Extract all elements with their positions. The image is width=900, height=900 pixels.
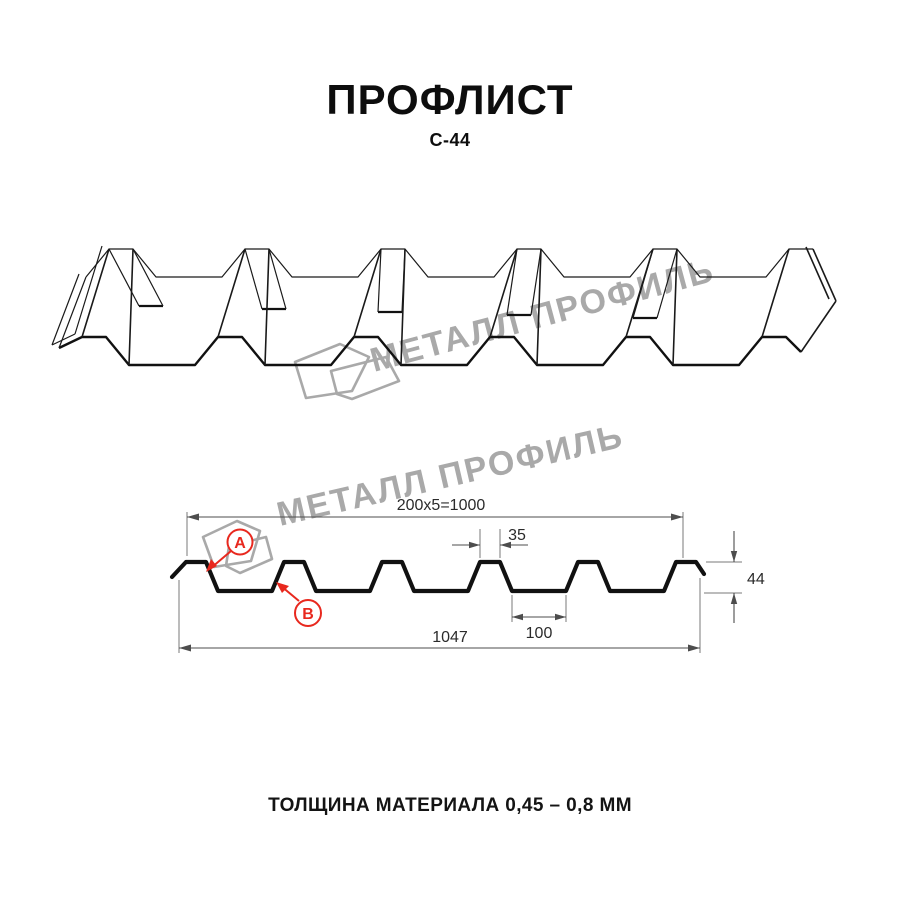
- callout-b-label: В: [302, 606, 314, 623]
- company-logo-icon: [293, 342, 401, 401]
- dimension-coverage-width: 200x5=1000: [186, 497, 684, 558]
- callout-a-label: А: [234, 535, 246, 552]
- callout-b: В: [276, 582, 322, 627]
- rib-top-width-value: 35: [508, 527, 526, 544]
- right-flank-fold-lines: [128, 248, 678, 366]
- thickness-note: ТОЛЩИНА МАТЕРИАЛА 0,45 – 0,8 ММ: [268, 795, 632, 816]
- right-edge-tail: [800, 246, 837, 353]
- page-title: ПРОФЛИСТ: [326, 76, 574, 123]
- rib-bottom-width-value: 100: [526, 625, 553, 642]
- profile-3d-drawing: [51, 245, 837, 367]
- near-profile-edge: [58, 335, 802, 367]
- watermark-text: МЕТАЛЛ ПРОФИЛЬ: [366, 251, 718, 379]
- watermark-text: МЕТАЛЛ ПРОФИЛЬ: [273, 417, 627, 534]
- far-profile-edge: [85, 248, 813, 278]
- rib-top-edges: [139, 304, 657, 320]
- section-profile-line: [169, 559, 707, 594]
- dimension-rib-top-width: 35: [452, 527, 528, 558]
- dimension-rib-bottom-width: 100: [511, 595, 567, 642]
- profile-code: С-44: [429, 130, 471, 150]
- left-flank-fold-lines: [81, 248, 790, 338]
- profile-height-value: 44: [747, 571, 765, 588]
- callout-a: А: [206, 528, 254, 572]
- cross-section-drawing: 200x5=1000 35 44: [169, 497, 765, 653]
- overall-width-value: 1047: [432, 629, 468, 646]
- left-edge-thickness-lines: [51, 245, 103, 349]
- coverage-width-value: 200x5=1000: [397, 497, 486, 514]
- dimension-profile-height: 44: [704, 531, 765, 623]
- dimension-overall-width: 1047: [178, 578, 701, 653]
